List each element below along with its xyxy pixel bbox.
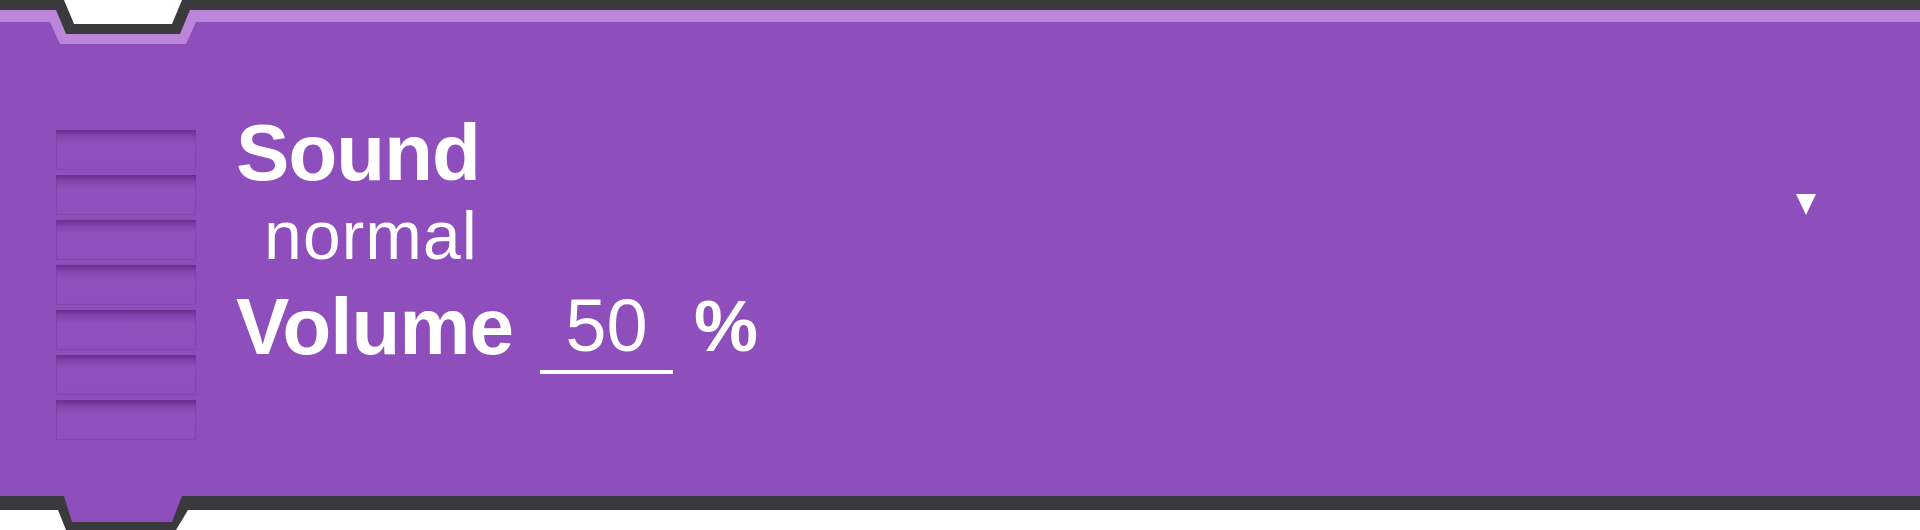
drag-handle-bar	[56, 220, 196, 260]
volume-unit: %	[694, 287, 759, 367]
drag-handle-bar	[56, 175, 196, 215]
volume-input[interactable]: 50	[540, 288, 673, 374]
drag-handle-bar	[56, 310, 196, 350]
block-title: Sound	[236, 108, 481, 197]
drag-handle-bar	[56, 400, 196, 440]
drag-handle-bar	[56, 355, 196, 395]
volume-label: Volume	[236, 282, 514, 371]
caret-down-icon[interactable]	[1784, 180, 1828, 224]
drag-handle-bar	[56, 265, 196, 305]
sound-mode-value[interactable]: normal	[264, 198, 478, 274]
volume-input-value: 50	[565, 284, 648, 367]
drag-handle[interactable]	[56, 130, 196, 442]
drag-handle-bar	[56, 130, 196, 170]
